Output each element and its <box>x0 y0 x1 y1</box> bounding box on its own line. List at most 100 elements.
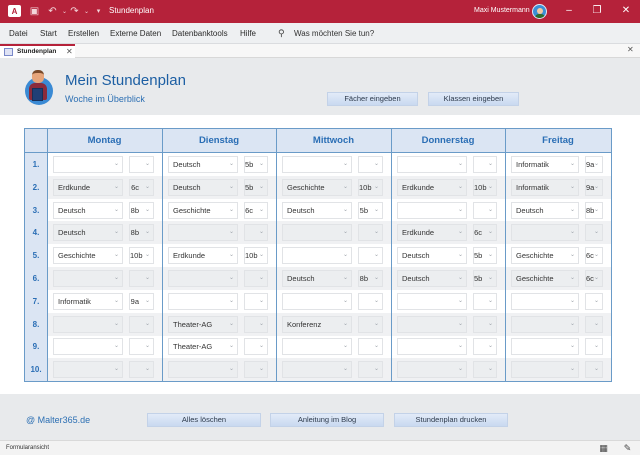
chevron-down-icon[interactable]: ⌄ <box>373 229 379 236</box>
chevron-down-icon[interactable]: ⌄ <box>258 161 264 167</box>
class-dropdown-mittwoch[interactable]: ⌄ <box>358 247 383 265</box>
chevron-down-icon[interactable]: ⌄ <box>457 366 463 373</box>
class-dropdown-mittwoch[interactable]: ⌄ <box>358 338 383 356</box>
subject-dropdown-freitag[interactable]: Geschichte ⌄ <box>511 247 579 265</box>
chevron-down-icon[interactable]: ⌄ <box>569 161 575 167</box>
chevron-down-icon[interactable]: ⌄ <box>113 229 119 236</box>
class-dropdown-mittwoch[interactable]: ⌄ <box>358 224 383 242</box>
chevron-down-icon[interactable]: ⌄ <box>113 343 119 350</box>
class-dropdown-donnerstag[interactable]: 10b ⌄ <box>473 178 497 196</box>
class-dropdown-freitag[interactable]: 9a ⌄ <box>585 156 603 173</box>
undo-icon[interactable]: ↶ <box>48 5 57 17</box>
enter-subjects-button[interactable]: Fächer eingeben <box>327 92 418 106</box>
menu-datei[interactable]: Datei <box>9 29 28 38</box>
class-dropdown-montag[interactable]: 9a ⌄ <box>129 292 154 310</box>
blog-guide-button[interactable]: Anleitung im Blog <box>270 413 384 427</box>
subject-dropdown-donnerstag[interactable]: ⌄ <box>397 315 467 333</box>
user-avatar[interactable] <box>532 4 547 19</box>
chevron-down-icon[interactable]: ⌄ <box>457 252 463 259</box>
chevron-down-icon[interactable]: ⌄ <box>342 320 348 327</box>
subject-dropdown-dienstag[interactable]: ⌄ <box>168 292 238 310</box>
class-dropdown-freitag[interactable]: ⌄ <box>585 315 603 333</box>
class-dropdown-dienstag[interactable]: ⌄ <box>244 338 268 356</box>
clear-all-button[interactable]: Alles löschen <box>147 413 261 427</box>
chevron-down-icon[interactable]: ⌄ <box>228 206 234 213</box>
subject-dropdown-donnerstag[interactable]: Erdkunde ⌄ <box>397 224 467 242</box>
chevron-down-icon[interactable]: ⌄ <box>342 252 348 259</box>
subject-dropdown-donnerstag[interactable]: Erdkunde ⌄ <box>397 178 467 196</box>
close-document-icon[interactable]: ✕ <box>627 45 634 54</box>
subject-dropdown-donnerstag[interactable]: Deutsch ⌄ <box>397 247 467 265</box>
chevron-down-icon[interactable]: ⌄ <box>144 320 150 327</box>
enter-classes-button[interactable]: Klassen eingeben <box>428 92 519 106</box>
chevron-down-icon[interactable]: ⌄ <box>258 275 264 281</box>
class-dropdown-dienstag[interactable]: ⌄ <box>244 270 268 287</box>
class-dropdown-donnerstag[interactable]: ⌄ <box>473 292 497 310</box>
class-dropdown-donnerstag[interactable]: ⌄ <box>473 201 497 219</box>
website-link[interactable]: @ Malter365.de <box>26 415 91 425</box>
close-button[interactable]: ✕ <box>621 5 631 16</box>
chevron-down-icon[interactable]: ⌄ <box>569 183 575 190</box>
class-dropdown-mittwoch[interactable]: 8b ⌄ <box>358 270 383 287</box>
chevron-down-icon[interactable]: ⌄ <box>457 297 463 304</box>
class-dropdown-montag[interactable]: ⌄ <box>129 338 154 356</box>
menu-externe-daten[interactable]: Externe Daten <box>110 29 162 38</box>
subject-dropdown-freitag[interactable]: Informatik ⌄ <box>511 156 579 173</box>
subject-dropdown-freitag[interactable]: ⌄ <box>511 361 579 379</box>
class-dropdown-freitag[interactable]: ⌄ <box>585 224 603 242</box>
chevron-down-icon[interactable]: ⌄ <box>593 183 599 190</box>
chevron-down-icon[interactable]: ⌄ <box>342 161 348 167</box>
user-name[interactable]: Maxi Mustermann <box>474 7 530 14</box>
class-dropdown-freitag[interactable]: 8b ⌄ <box>585 201 603 219</box>
customize-toolbar-icon[interactable]: ▾ <box>96 8 101 15</box>
chevron-down-icon[interactable]: ⌄ <box>373 252 379 259</box>
subject-dropdown-donnerstag[interactable]: ⌄ <box>397 156 467 173</box>
chevron-down-icon[interactable]: ⌄ <box>144 297 150 304</box>
subject-dropdown-montag[interactable]: Deutsch ⌄ <box>53 201 123 219</box>
subject-dropdown-mittwoch[interactable]: ⌄ <box>282 156 352 173</box>
chevron-down-icon[interactable]: ⌄ <box>258 183 264 190</box>
chevron-down-icon[interactable]: ⌄ <box>593 320 599 327</box>
chevron-down-icon[interactable]: ⌄ <box>487 320 493 327</box>
chevron-down-icon[interactable]: ⌄ <box>228 366 234 373</box>
chevron-down-icon[interactable]: ⌄ <box>373 275 379 281</box>
chevron-down-icon[interactable]: ⌄ <box>457 343 463 350</box>
class-dropdown-dienstag[interactable]: ⌄ <box>244 315 268 333</box>
chevron-down-icon[interactable]: ⌄ <box>593 297 599 304</box>
subject-dropdown-freitag[interactable]: Informatik ⌄ <box>511 178 579 196</box>
class-dropdown-mittwoch[interactable]: ⌄ <box>358 292 383 310</box>
chevron-down-icon[interactable]: ⌄ <box>373 297 379 304</box>
chevron-down-icon[interactable]: ⌄ <box>373 183 379 190</box>
chevron-down-icon[interactable]: ⌄ <box>593 275 599 281</box>
class-dropdown-montag[interactable]: 8b ⌄ <box>129 224 154 242</box>
chevron-down-icon[interactable]: ⌄ <box>487 297 493 304</box>
chevron-down-icon[interactable]: ⌄ <box>258 320 264 327</box>
class-dropdown-donnerstag[interactable]: 5b ⌄ <box>473 270 497 287</box>
class-dropdown-mittwoch[interactable]: 5b ⌄ <box>358 201 383 219</box>
chevron-down-icon[interactable]: ⌄ <box>569 229 575 236</box>
chevron-down-icon[interactable]: ⌄ <box>373 320 379 327</box>
chevron-down-icon[interactable]: ⌄ <box>258 229 264 236</box>
subject-dropdown-dienstag[interactable]: Deutsch ⌄ <box>168 178 238 196</box>
subject-dropdown-mittwoch[interactable]: Geschichte ⌄ <box>282 178 352 196</box>
chevron-down-icon[interactable]: ⌄ <box>113 366 119 373</box>
subject-dropdown-dienstag[interactable]: ⌄ <box>168 224 238 242</box>
chevron-down-icon[interactable]: ⌄ <box>228 183 234 190</box>
class-dropdown-freitag[interactable]: 6c ⌄ <box>585 270 603 287</box>
chevron-down-icon[interactable]: ⌄ <box>457 275 463 281</box>
chevron-down-icon[interactable]: ⌄ <box>487 343 493 350</box>
chevron-down-icon[interactable]: ⌄ <box>373 161 379 167</box>
chevron-down-icon[interactable]: ⌄ <box>487 183 493 190</box>
class-dropdown-donnerstag[interactable]: ⌄ <box>473 315 497 333</box>
class-dropdown-mittwoch[interactable]: ⌄ <box>358 156 383 173</box>
chevron-down-icon[interactable]: ⌄ <box>228 343 234 350</box>
subject-dropdown-mittwoch[interactable]: Deutsch ⌄ <box>282 270 352 287</box>
class-dropdown-freitag[interactable]: ⌄ <box>585 361 603 379</box>
subject-dropdown-mittwoch[interactable]: Konferenz ⌄ <box>282 315 352 333</box>
chevron-down-icon[interactable]: ⌄ <box>144 343 150 350</box>
chevron-down-icon[interactable]: ⌄ <box>487 275 493 281</box>
subject-dropdown-freitag[interactable]: ⌄ <box>511 315 579 333</box>
class-dropdown-montag[interactable]: ⌄ <box>129 361 154 379</box>
chevron-down-icon[interactable]: ⌄ <box>569 366 575 373</box>
access-app-icon[interactable]: A <box>8 5 21 17</box>
